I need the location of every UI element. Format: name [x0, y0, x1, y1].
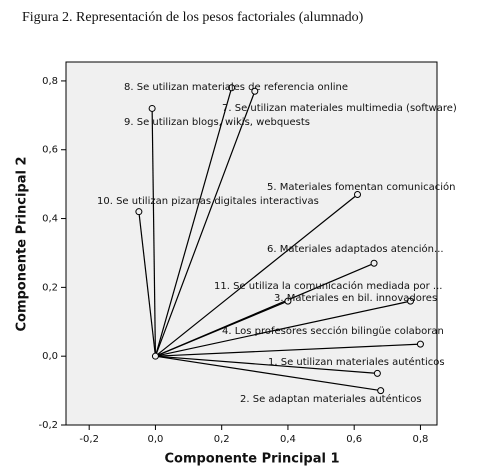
- x-axis-title: Componente Principal 1: [164, 452, 339, 467]
- loading-line: [155, 300, 289, 357]
- loading-line: [155, 343, 421, 357]
- loading-line: [155, 194, 358, 357]
- point-label: 10. Se utilizan pizarras digitales inter…: [97, 196, 319, 207]
- loading-point: [373, 369, 381, 377]
- point-label: 4. Los profesores sección bilingüe colab…: [222, 325, 444, 337]
- point-label: 6. Materiales adaptados atención...: [267, 243, 444, 255]
- point-label: 9. Se utilizan blogs, wikis, webquests: [124, 117, 310, 128]
- loading-point: [284, 297, 292, 305]
- x-tick-label: 0,2: [214, 434, 230, 445]
- plot-area: [65, 61, 438, 426]
- x-tick-label: 0,0: [147, 434, 163, 445]
- loading-point: [148, 104, 156, 112]
- loading-line: [154, 91, 256, 357]
- x-tick-label: -0,2: [79, 434, 99, 445]
- loading-point: [251, 87, 259, 95]
- point-label: 3. Materiales en bil. innovadores: [274, 293, 437, 304]
- chart-title: Figura 2. Representación de los pesos fa…: [22, 10, 364, 25]
- loading-line: [154, 87, 233, 357]
- loading-line: [151, 108, 157, 357]
- loading-point: [407, 297, 414, 305]
- loading-point: [370, 259, 378, 267]
- y-axis-title: Componente Principal 2: [15, 156, 30, 331]
- x-tick-label: 0,6: [346, 434, 362, 445]
- y-tick-label: 0,2: [42, 282, 58, 293]
- x-tick-label: 0,8: [412, 434, 428, 445]
- y-tick-label: 0,8: [42, 76, 58, 87]
- point-label: 11. Se utiliza la comunicación mediada p…: [214, 280, 442, 292]
- y-tick-label: 0,6: [42, 145, 58, 156]
- point-label: 2. Se adaptan materiales auténticos: [240, 393, 422, 405]
- loading-point: [354, 190, 361, 198]
- loading-point: [228, 84, 236, 92]
- loading-line: [155, 355, 381, 392]
- loading-line: [138, 211, 157, 357]
- point-label: 8. Se utilizan materiales de referencia …: [124, 82, 348, 93]
- loading-line: [155, 300, 411, 357]
- y-tick-label: 0,0: [42, 351, 58, 362]
- loading-point: [416, 340, 424, 348]
- loading-line: [155, 355, 378, 374]
- point-label: 7. Se utilizan materiales multimedia (so…: [222, 103, 457, 114]
- point-label: 1. Se utilizan materiales auténticos: [268, 356, 445, 368]
- point-label: 5. Materiales fomentan comunicación: [267, 181, 456, 193]
- loading-point: [377, 387, 385, 395]
- y-tick-label: 0,4: [42, 214, 58, 225]
- origin-marker: [151, 352, 159, 360]
- y-tick-label: -0,2: [38, 420, 58, 431]
- loading-point: [135, 208, 143, 216]
- x-tick-label: 0,4: [280, 434, 296, 445]
